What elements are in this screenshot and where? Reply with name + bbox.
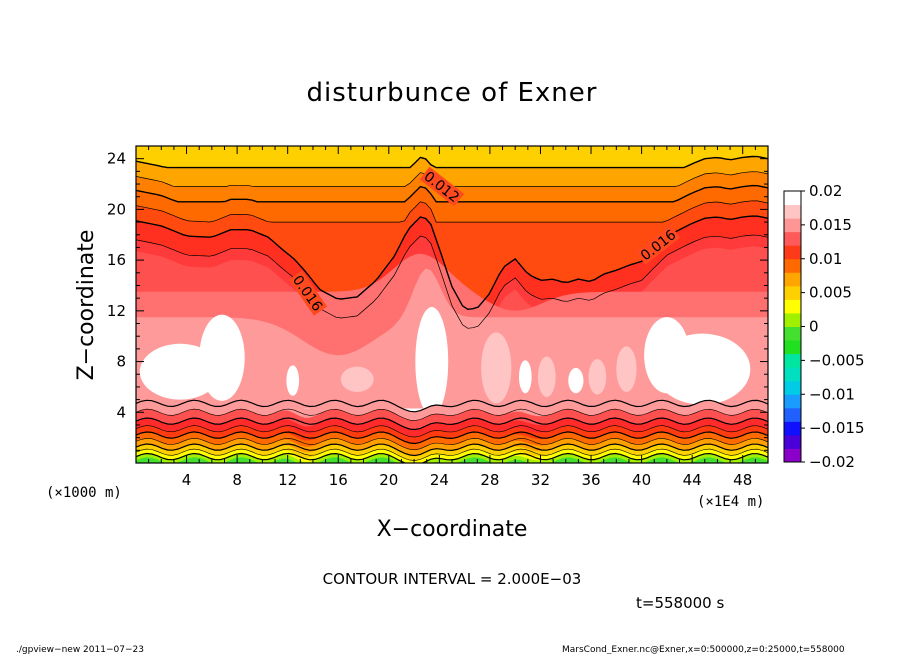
contour-max-region xyxy=(568,367,584,394)
y-tick-label: 20 xyxy=(107,200,126,218)
contour-line xyxy=(136,408,768,421)
colorbar-label: −0.005 xyxy=(809,351,865,369)
contour-label-bg xyxy=(419,166,465,207)
contour-line xyxy=(136,234,768,329)
x-tick-label: 28 xyxy=(480,471,499,489)
colorbar-label: 0.005 xyxy=(809,284,852,302)
y-unit-label: (×1000 m) xyxy=(46,485,122,501)
colorbar-label: −0.01 xyxy=(809,385,855,403)
x-axis: 4 8 12 16 20 24 28 32 36 40 44 48 xyxy=(135,146,769,489)
x-axis-label: X−coordinate xyxy=(377,517,528,542)
contour-line xyxy=(136,399,768,413)
x-tick-label: 40 xyxy=(632,471,651,489)
x-tick-label: 36 xyxy=(581,471,600,489)
contour-band xyxy=(481,332,512,404)
colorbar: 0.02 0.015 0.01 0.005 0 −0.005 −0.01 −0.015 −0.0… xyxy=(783,182,865,471)
contour-max-region xyxy=(199,314,245,401)
colorbar-label: 0.015 xyxy=(809,216,852,234)
x-tick-label: 44 xyxy=(683,471,702,489)
colorbar-swatch xyxy=(784,326,801,341)
contour-band xyxy=(616,346,637,392)
colorbar-swatch xyxy=(784,191,801,206)
contour-interval: CONTOUR INTERVAL = 2.000E−03 xyxy=(323,570,582,588)
colorbar-swatch xyxy=(784,421,801,436)
colorbar-swatch xyxy=(784,340,801,355)
footer-right: MarsCond_Exner.nc@Exner,x=0:500000,z=0:2… xyxy=(562,645,845,654)
contour-max-region xyxy=(644,317,690,394)
contour-line xyxy=(136,425,768,438)
colorbar-swatch xyxy=(784,204,801,219)
y-tick-label: 8 xyxy=(116,353,126,371)
colorbar-swatch xyxy=(784,353,801,368)
contour-line xyxy=(136,443,768,457)
x-tick-label: 32 xyxy=(531,471,550,489)
y-tick-label: 12 xyxy=(107,302,126,320)
colorbar-swatch xyxy=(784,448,801,463)
contour-line xyxy=(136,200,768,223)
colorbar-label: −0.02 xyxy=(809,453,855,471)
x-tick-label: 20 xyxy=(379,471,398,489)
time-label: t=558000 s xyxy=(636,594,724,612)
y-axis-label: Z−coordinate xyxy=(74,230,99,381)
contour-line xyxy=(136,437,768,451)
colorbar-label: 0.01 xyxy=(809,250,842,268)
contour-band xyxy=(136,457,768,463)
colorbar-swatch xyxy=(784,285,801,300)
colorbar-label: −0.015 xyxy=(809,419,865,437)
colorbar-swatch xyxy=(784,394,801,409)
x-tick-label: 16 xyxy=(329,471,348,489)
contour-max-region xyxy=(286,365,300,396)
colorbar-swatch xyxy=(784,231,801,246)
colorbar-swatch xyxy=(784,272,801,287)
colorbar-swatch xyxy=(784,434,801,449)
y-tick-label: 16 xyxy=(107,251,126,269)
contour-band xyxy=(537,356,556,398)
colorbar-swatch xyxy=(784,312,801,327)
x-tick-label: 8 xyxy=(232,471,242,489)
contour-line xyxy=(136,448,768,461)
contour-line xyxy=(136,417,768,431)
colorbar-swatch xyxy=(784,218,801,233)
y-tick-label: 24 xyxy=(107,150,126,168)
contour-line xyxy=(136,431,768,445)
contour-band xyxy=(588,359,607,395)
x-tick-label: 24 xyxy=(430,471,449,489)
colorbar-label: 0 xyxy=(809,318,819,336)
contour-label-bg xyxy=(288,270,328,316)
y-axis: 4 8 12 16 20 24 xyxy=(107,145,768,464)
contour-max-region xyxy=(518,360,532,394)
x-unit-label: (×1E4 m) xyxy=(697,494,764,510)
colorbar-swatch xyxy=(784,299,801,314)
x-tick-label: 48 xyxy=(733,471,752,489)
x-tick-label: 12 xyxy=(278,471,297,489)
colorbar-swatch xyxy=(784,245,801,260)
contour-max-region xyxy=(415,307,449,417)
footer-left: ./gpview−new 2011−07−23 xyxy=(16,645,144,654)
colorbar-label: 0.02 xyxy=(809,182,842,200)
colorbar-swatch xyxy=(784,407,801,422)
contour-line xyxy=(136,155,768,169)
contour-label-bg xyxy=(635,225,681,265)
colorbar-swatch xyxy=(784,367,801,382)
colorbar-swatch xyxy=(784,258,801,273)
colorbar-swatch xyxy=(784,380,801,395)
y-tick-label: 4 xyxy=(116,403,126,421)
x-tick-label: 4 xyxy=(182,471,192,489)
contour-band xyxy=(340,366,374,392)
chart-title: disturbunce of Exner xyxy=(307,78,598,108)
